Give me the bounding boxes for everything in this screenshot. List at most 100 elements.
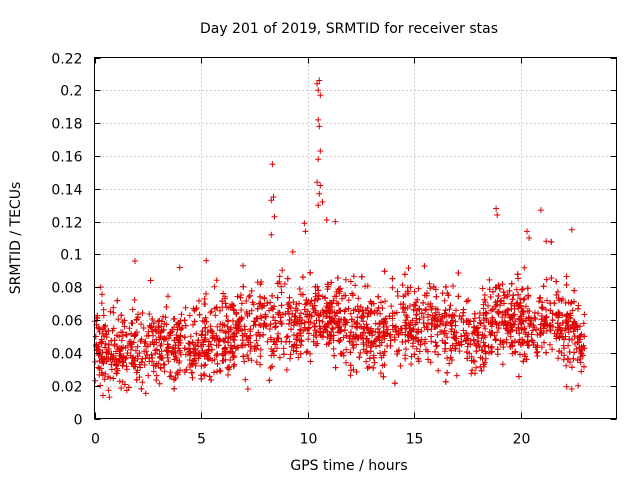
data-point — [493, 301, 500, 308]
data-point — [297, 342, 304, 349]
data-point — [411, 301, 418, 308]
data-point — [543, 313, 550, 320]
data-point — [355, 295, 362, 302]
data-point — [329, 325, 336, 332]
data-point — [314, 179, 321, 186]
data-point — [202, 314, 209, 321]
data-point — [446, 360, 453, 367]
data-point — [332, 364, 339, 371]
data-point — [195, 355, 202, 362]
data-point — [354, 320, 361, 327]
data-point — [105, 327, 112, 334]
data-point — [269, 348, 276, 355]
data-point — [330, 345, 337, 352]
data-point — [291, 319, 298, 326]
data-point — [105, 387, 112, 394]
data-point — [134, 314, 141, 321]
data-point — [356, 354, 363, 361]
data-point — [212, 312, 219, 319]
data-point — [543, 328, 550, 334]
data-point — [534, 353, 541, 359]
data-point — [200, 371, 207, 378]
data-point — [575, 382, 582, 389]
data-point — [277, 318, 284, 325]
data-point — [381, 361, 388, 368]
data-point — [288, 326, 294, 333]
data-point — [330, 326, 337, 332]
data-point — [274, 294, 281, 301]
data-point — [405, 321, 412, 328]
data-point — [199, 339, 206, 346]
data-point — [470, 336, 477, 343]
data-point — [217, 321, 224, 327]
data-point — [192, 341, 199, 348]
data-point — [366, 338, 372, 344]
data-points — [91, 77, 588, 401]
data-point — [101, 344, 108, 351]
data-point — [142, 338, 149, 345]
data-point — [257, 361, 264, 368]
data-point — [463, 298, 470, 305]
data-point — [254, 342, 261, 349]
data-point — [201, 353, 208, 360]
data-point — [304, 308, 311, 315]
data-point — [314, 80, 321, 87]
data-point — [182, 304, 189, 311]
data-point — [316, 123, 323, 130]
data-point — [301, 324, 308, 331]
data-point — [327, 332, 334, 339]
data-point — [324, 304, 331, 311]
data-point — [109, 356, 116, 363]
data-point — [330, 297, 337, 304]
data-point — [553, 292, 560, 298]
data-point — [498, 297, 505, 304]
data-point — [103, 331, 110, 338]
data-point — [368, 325, 374, 332]
data-point — [221, 322, 228, 329]
data-point — [345, 305, 352, 312]
data-point — [423, 324, 430, 330]
y-tick-label: 0.18 — [51, 117, 82, 133]
data-point — [157, 365, 164, 372]
data-point — [531, 314, 538, 321]
data-point — [272, 323, 279, 330]
data-point — [446, 306, 453, 313]
data-point — [98, 353, 105, 360]
data-point — [107, 374, 113, 381]
data-point — [465, 297, 472, 304]
data-point — [358, 314, 365, 321]
data-point — [446, 312, 452, 319]
data-point — [253, 345, 260, 352]
data-point — [312, 293, 319, 300]
data-point — [371, 359, 378, 366]
data-point — [264, 338, 271, 345]
data-point — [355, 335, 362, 342]
data-point — [298, 320, 305, 327]
data-point — [347, 310, 354, 317]
data-point — [257, 353, 264, 360]
data-point — [217, 327, 223, 334]
data-point — [92, 377, 99, 384]
data-point — [292, 318, 299, 325]
data-point — [201, 301, 208, 307]
data-point — [528, 337, 535, 344]
data-point — [577, 353, 584, 360]
data-point — [257, 293, 264, 300]
data-point — [313, 329, 320, 336]
data-point — [560, 356, 567, 363]
data-point — [387, 342, 394, 349]
data-point — [503, 336, 510, 343]
data-point — [312, 283, 319, 290]
data-point — [518, 320, 525, 327]
data-point — [405, 265, 412, 272]
data-point — [514, 271, 521, 278]
data-point — [364, 282, 371, 289]
data-point — [553, 333, 560, 340]
data-point — [275, 335, 282, 342]
data-point — [123, 354, 130, 361]
data-point — [516, 316, 523, 323]
data-point — [207, 309, 214, 316]
data-point — [287, 304, 294, 311]
data-point — [556, 297, 563, 304]
data-point — [149, 358, 155, 365]
